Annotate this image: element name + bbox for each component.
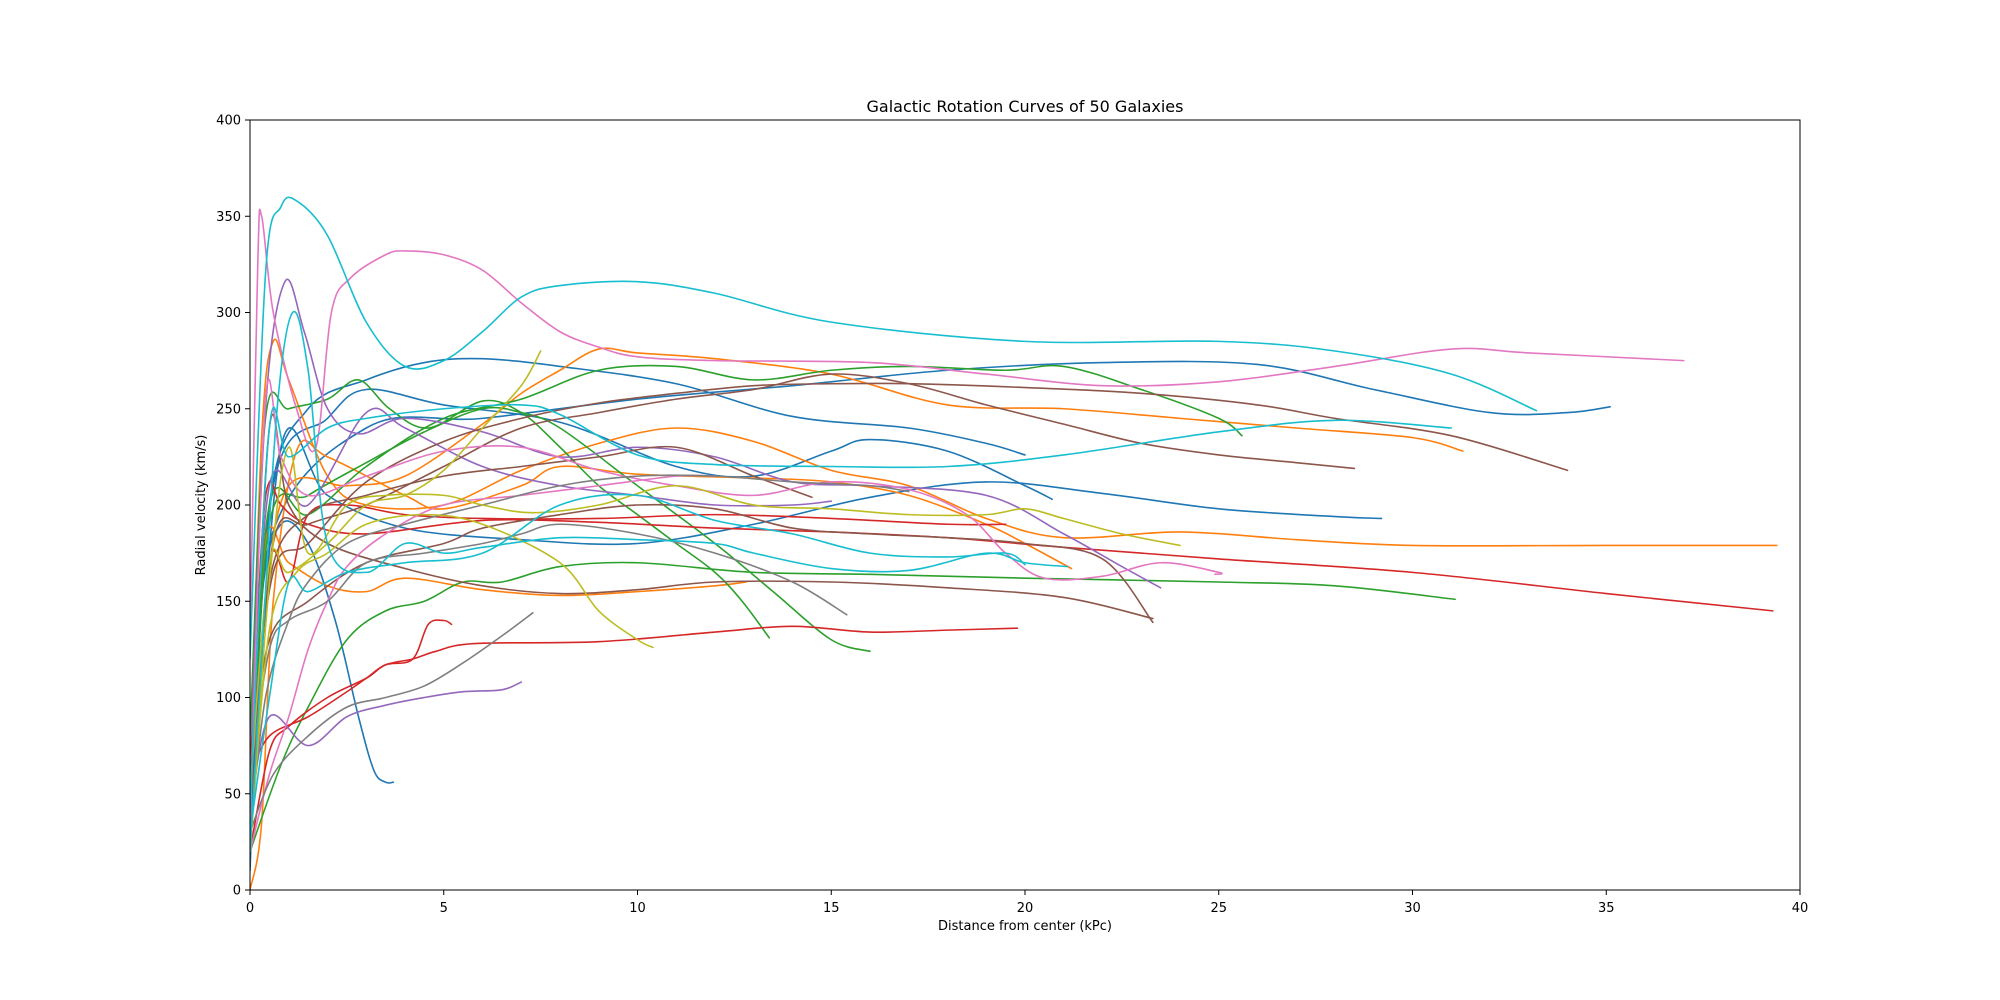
- galaxy-curve-38: [250, 493, 1026, 834]
- galaxy-curve-19: [250, 681, 523, 814]
- galaxy-curve-36: [250, 310, 1069, 853]
- y-tick-label: 400: [216, 114, 241, 129]
- y-tick-label: 50: [224, 787, 241, 802]
- galaxy-curve-4: [250, 427, 1383, 853]
- x-tick-label: 25: [1210, 901, 1227, 916]
- plot-area: [249, 119, 1801, 891]
- galaxy-curve-35: [250, 196, 1538, 660]
- x-axis: 0 5 10 15 20 25 30 35 40: [246, 890, 1808, 916]
- x-tick-label: 30: [1404, 901, 1421, 916]
- series-layer: [250, 196, 1778, 890]
- galaxy-curve-10: [250, 379, 771, 737]
- galaxy-curve-6: [250, 439, 1073, 890]
- x-tick-label: 35: [1598, 901, 1615, 916]
- galaxy-curve-23: [250, 413, 1154, 814]
- y-tick-label: 350: [216, 210, 241, 225]
- galaxy-curve-28: [250, 378, 1223, 834]
- galaxy-curve-27: [250, 474, 716, 853]
- galaxy-curve-13: [250, 561, 1456, 853]
- galaxy-curve-14: [250, 479, 1774, 776]
- y-tick-label: 300: [216, 306, 241, 321]
- galaxy-curve-33: [250, 513, 654, 853]
- galaxy-curve-21: [250, 503, 1154, 776]
- y-tick-label: 250: [216, 402, 241, 417]
- galaxy-curve-11: [250, 364, 1243, 795]
- galaxy-curve-32: [250, 446, 1181, 853]
- chart-title: Galactic Rotation Curves of 50 Galaxies: [867, 97, 1184, 116]
- y-axis-label: Radial velocity (km/s): [194, 435, 209, 576]
- y-tick-label: 0: [233, 884, 241, 899]
- galaxy-curve-34: [250, 350, 542, 795]
- galaxy-curve-29: [250, 523, 848, 776]
- galaxy-curve-17: [250, 619, 453, 776]
- y-axis: 0 50 100 150 200 250 300 350 400: [216, 114, 250, 899]
- galaxy-curve-20: [250, 407, 833, 795]
- galaxy-curve-22: [250, 382, 1569, 757]
- y-tick-label: 200: [216, 499, 241, 514]
- x-tick-label: 40: [1792, 901, 1809, 916]
- galaxy-curve-15: [250, 503, 1007, 814]
- galaxy-curve-7: [250, 347, 1464, 814]
- x-tick-label: 0: [246, 901, 254, 916]
- x-tick-label: 20: [1017, 901, 1034, 916]
- x-axis-label: Distance from center (kPc): [938, 919, 1112, 934]
- galaxy-curve-12: [250, 406, 871, 814]
- x-tick-label: 10: [629, 901, 646, 916]
- galaxy-curve-26: [250, 208, 1685, 641]
- x-tick-label: 5: [440, 901, 448, 916]
- y-tick-label: 150: [216, 595, 241, 610]
- y-tick-label: 100: [216, 691, 241, 706]
- galaxy-curve-16: [250, 625, 1019, 853]
- galaxy-curve-31: [250, 612, 534, 834]
- galaxy-curve-37: [250, 403, 1453, 814]
- galaxy-curve-9: [250, 525, 747, 834]
- x-tick-label: 15: [823, 901, 840, 916]
